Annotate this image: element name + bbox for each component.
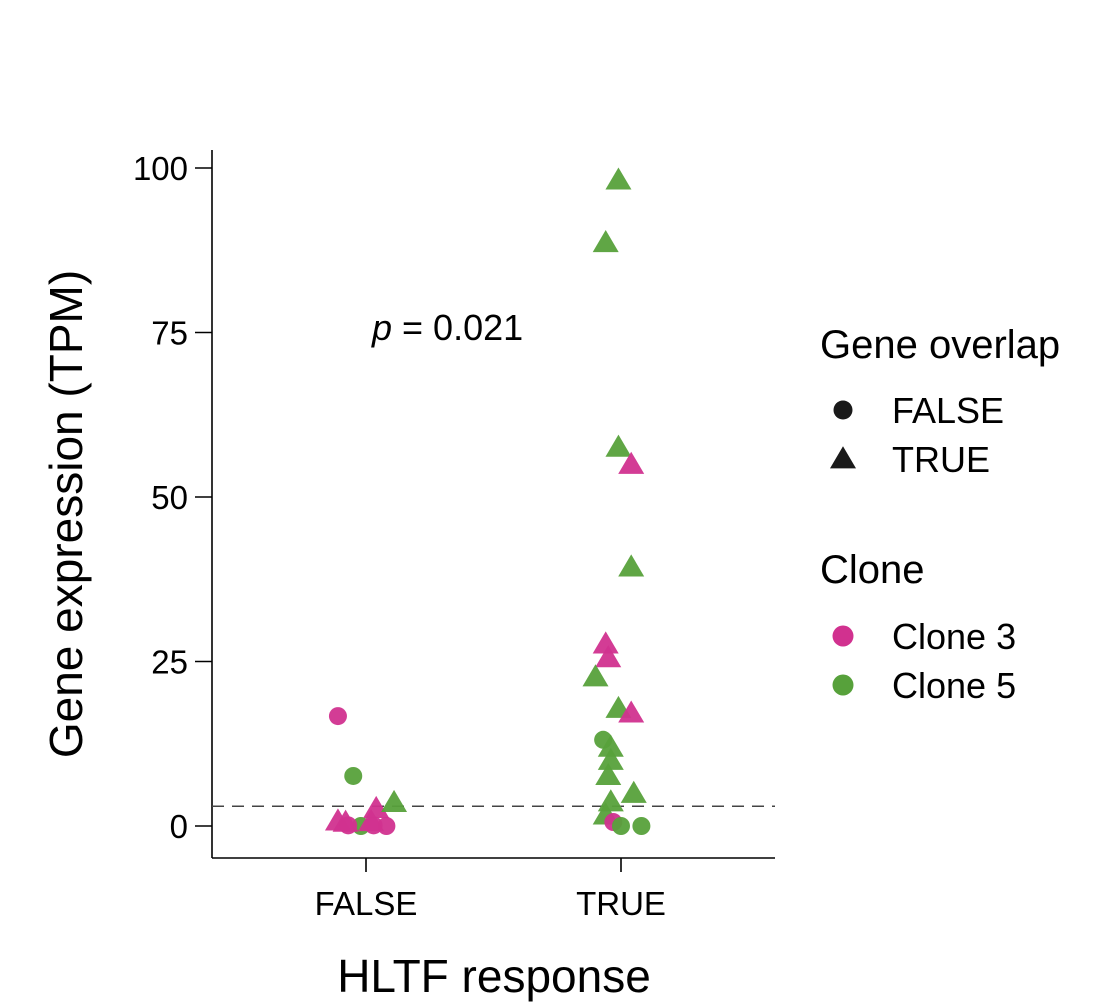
legend-clone-5-swatch-icon: [832, 674, 854, 696]
y-tick-label-25: 25: [151, 644, 188, 681]
legend-clone-label-clone-5: Clone 5: [892, 665, 1016, 706]
axes: 0 25 50 75 100 FALSE TRUE: [133, 150, 775, 922]
legend-gene-overlap-label-false: FALSE: [892, 390, 1004, 431]
point-false-clone-5-triangle-10: [381, 789, 408, 813]
point-true-clone-3-triangle-14: [618, 451, 645, 474]
x-tick-label-true: TRUE: [576, 885, 666, 922]
legend-triangle-icon: [830, 446, 856, 469]
legend-clone-label-clone-3: Clone 3: [892, 616, 1016, 657]
point-false-clone-3-triangle-9: [363, 795, 390, 818]
p-value-annotation: p = 0.021: [371, 307, 523, 348]
legend-gene-overlap-label-true: TRUE: [892, 439, 990, 480]
point-false-clone-3-circle-0: [328, 707, 347, 726]
point-true-clone-5-triangle-22: [597, 734, 624, 757]
y-axis-title: Gene expression (TPM): [40, 270, 92, 758]
x-axis-title: HLTF response: [337, 950, 651, 1002]
point-true-clone-5-triangle-23: [597, 747, 624, 770]
y-tick-label-0: 0: [170, 808, 188, 845]
point-true-clone-5-triangle-13: [605, 434, 632, 457]
y-tick-label-50: 50: [151, 479, 188, 516]
p-value-text: = 0.021: [392, 307, 523, 348]
point-false-clone-3-triangle-7: [332, 809, 359, 832]
point-true-clone-5-triangle-12: [592, 229, 619, 253]
point-true-clone-3-triangle-20: [618, 700, 645, 723]
legend-clone: Clone Clone 3 Clone 5: [820, 548, 1016, 706]
y-tick-label-100: 100: [133, 150, 188, 187]
point-true-clone-3-triangle-17: [595, 645, 622, 668]
point-true-clone-5-triangle-25: [597, 789, 624, 812]
legend-gene-overlap: Gene overlap FALSE TRUE: [820, 323, 1060, 480]
legend-clone-3-swatch-icon: [832, 625, 854, 647]
point-true-clone-5-triangle-26: [620, 780, 647, 803]
data-points: [324, 167, 651, 835]
point-true-clone-5-triangle-11: [605, 167, 632, 190]
point-false-clone-3-triangle-8: [358, 809, 385, 832]
point-true-clone-5-circle-30: [632, 817, 651, 835]
point-false-clone-5-circle-1: [344, 766, 363, 785]
point-true-clone-5-triangle-24: [595, 762, 622, 786]
legend-circle-icon: [833, 400, 853, 420]
y-tick-label-75: 75: [151, 315, 188, 352]
point-true-clone-5-triangle-18: [582, 664, 609, 687]
point-true-clone-5-circle-29: [612, 817, 630, 835]
p-value-symbol: p: [371, 307, 392, 348]
point-true-clone-5-triangle-15: [618, 554, 645, 577]
x-tick-label-false: FALSE: [315, 885, 418, 922]
legend-clone-title: Clone: [820, 548, 925, 592]
legend-gene-overlap-title: Gene overlap: [820, 323, 1060, 367]
point-true-clone-3-triangle-16: [592, 631, 619, 654]
